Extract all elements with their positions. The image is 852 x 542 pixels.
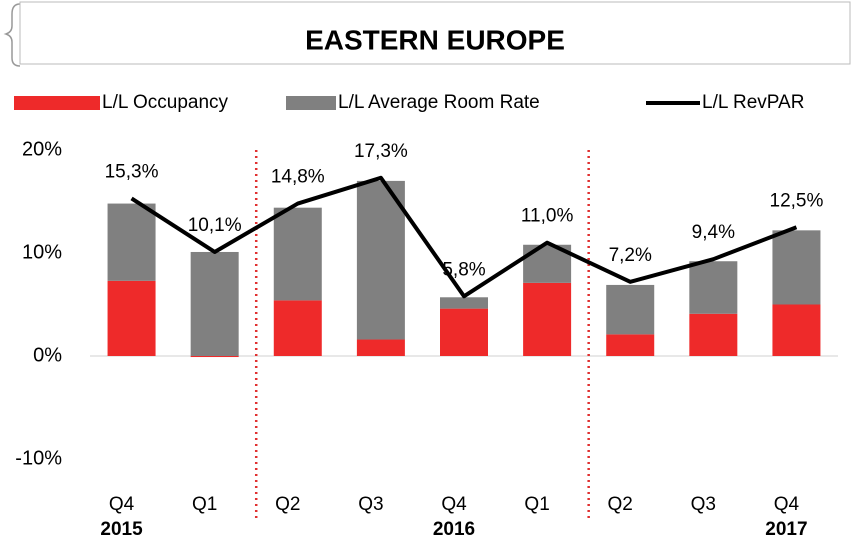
bar (356, 180, 405, 340)
x-tick-label: Q2 (608, 494, 633, 515)
x-tick-label: Q2 (275, 494, 300, 515)
x-tick-label: Q4 (109, 494, 135, 515)
y-tick-label: 0% (33, 344, 62, 366)
bar (523, 282, 572, 356)
data-label: 10,1% (188, 215, 242, 236)
bar (689, 261, 738, 314)
data-label: 5,8% (442, 259, 485, 280)
bar (107, 280, 156, 356)
data-label: 17,3% (354, 141, 408, 162)
y-tick-label: 10% (22, 241, 62, 263)
line (130, 175, 798, 299)
x-tick-label: Q4 (774, 494, 800, 515)
bar (190, 251, 239, 356)
data-label: 7,2% (609, 245, 652, 266)
bar (440, 297, 488, 309)
bar (273, 207, 322, 301)
bar (606, 334, 655, 356)
bar (689, 313, 738, 356)
year-label: 2017 (765, 519, 807, 540)
y-tick-label: -10% (15, 447, 62, 469)
bar (772, 230, 821, 305)
x-tick-label: Q3 (691, 494, 716, 515)
x-tick-label: Q3 (358, 494, 383, 515)
legend-label: L/L Average Room Rate (338, 92, 540, 113)
x-tick-label: Q1 (524, 494, 549, 515)
brace (3, 3, 21, 67)
legend-swatch (286, 96, 336, 110)
bar (273, 300, 322, 356)
title-box (19, 1, 851, 65)
bar (772, 304, 821, 356)
bar (190, 356, 239, 358)
data-label: 9,4% (692, 222, 735, 243)
legend-swatch (14, 96, 100, 110)
data-label: 15,3% (105, 161, 159, 182)
bar (440, 308, 488, 356)
year-label: 2016 (433, 519, 475, 540)
year-label: 2015 (100, 519, 143, 540)
x-tick-label: Q1 (192, 494, 217, 515)
data-label: 14,8% (271, 167, 325, 188)
bar (107, 203, 156, 281)
data-label: 11,0% (521, 206, 574, 227)
chart-title: EASTERN EUROPE (305, 24, 565, 55)
legend-label: L/L RevPAR (702, 92, 804, 113)
y-tick-label: 20% (22, 138, 62, 160)
bar (356, 339, 405, 356)
legend-label: L/L Occupancy (102, 92, 229, 113)
bar (606, 284, 655, 335)
data-label: 12,5% (770, 190, 824, 211)
x-tick-label: Q4 (441, 494, 467, 515)
